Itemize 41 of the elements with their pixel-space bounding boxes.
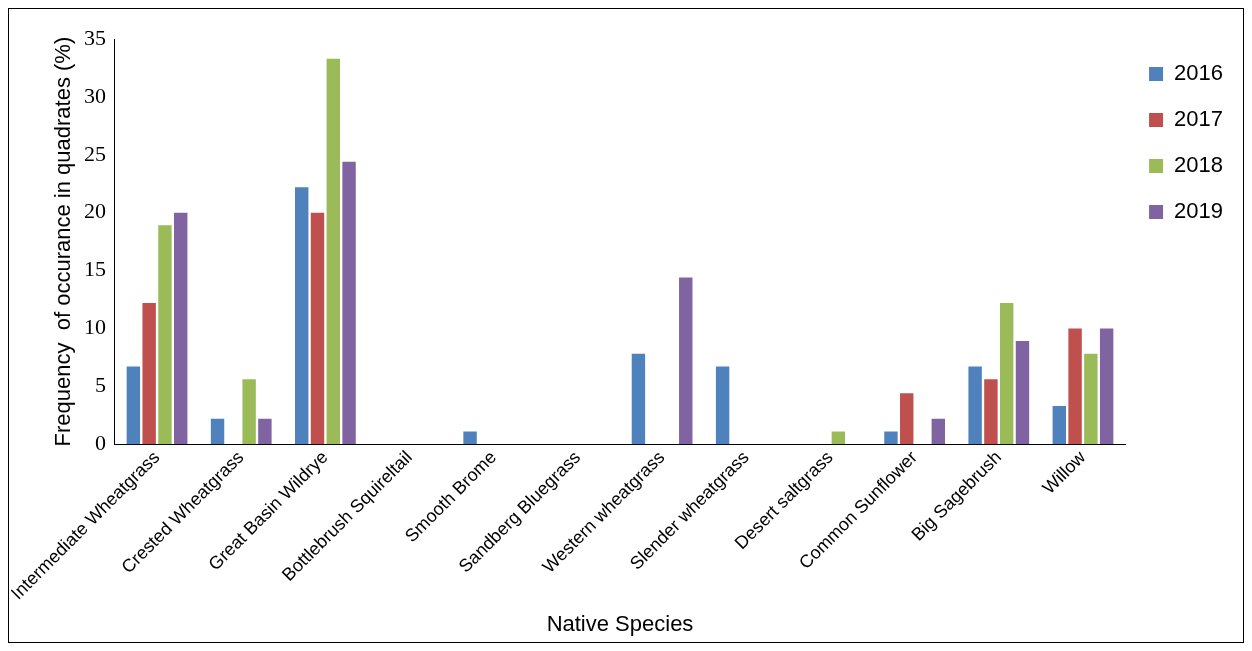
- legend-label: 2017: [1174, 106, 1224, 132]
- bar: [1068, 328, 1082, 445]
- bar: [242, 379, 256, 445]
- bar: [1084, 353, 1098, 445]
- bar: [968, 366, 982, 445]
- bar: [984, 379, 998, 445]
- bar: [158, 225, 172, 445]
- bar: [1015, 341, 1030, 445]
- bar: [210, 418, 225, 445]
- y-tick-label: 5: [94, 372, 106, 398]
- bar: [310, 212, 325, 445]
- y-tick-label: 35: [83, 24, 106, 50]
- y-tick-label: 0: [94, 429, 106, 455]
- bar: [258, 418, 272, 445]
- bar: [715, 366, 730, 445]
- bar: [631, 353, 646, 445]
- bar: [931, 418, 945, 445]
- bar: [831, 431, 846, 445]
- y-tick-label: 20: [83, 198, 106, 224]
- y-tick-label: 10: [83, 314, 106, 340]
- bar: [342, 161, 356, 445]
- y-tick-label: 25: [83, 140, 106, 166]
- bar: [999, 302, 1014, 445]
- bar: [126, 366, 141, 445]
- bar: [142, 302, 156, 445]
- legend-label: 2019: [1174, 198, 1224, 224]
- bar: [679, 277, 693, 445]
- bar: [326, 58, 340, 445]
- bar: [174, 212, 188, 445]
- bar: [295, 187, 309, 445]
- bar: [1052, 405, 1066, 445]
- legend-label: 2018: [1174, 152, 1224, 178]
- y-axis-title: Frequency of occurance in quadrates (%): [49, 36, 75, 447]
- x-axis-title: Native Species: [546, 610, 694, 636]
- bar: [463, 431, 477, 445]
- y-tick-label: 15: [83, 256, 106, 282]
- legend-label: 2016: [1174, 60, 1224, 86]
- bar: [900, 393, 914, 445]
- bar: [884, 431, 898, 445]
- bar: [1099, 328, 1114, 445]
- y-tick-label: 30: [83, 82, 106, 108]
